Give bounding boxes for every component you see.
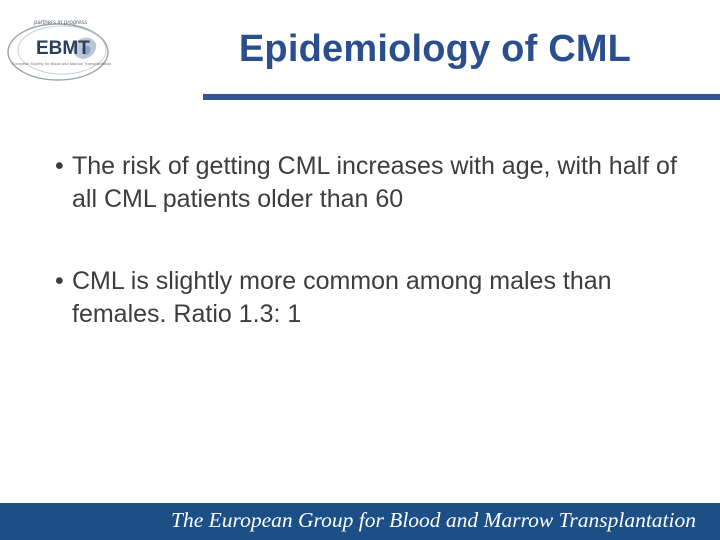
bullet-text: The risk of getting CML increases with a… [72, 152, 677, 213]
logo-name: EBMT [36, 38, 90, 59]
bullet-item: • The risk of getting CML increases with… [55, 150, 705, 216]
bullet-text: CML is slightly more common among males … [72, 267, 612, 328]
logo-tagline: partners in progress [33, 20, 87, 26]
slide-title: Epidemiology of CML [238, 28, 632, 70]
bullet-list: • The risk of getting CML increases with… [55, 150, 705, 331]
footer-text: The European Group for Blood and Marrow … [171, 508, 696, 532]
bullet-marker: • [55, 152, 64, 180]
footer-bar: The European Group for Blood and Marrow … [0, 503, 720, 540]
bullet-item: • CML is slightly more common among male… [55, 265, 705, 331]
ebmt-logo: partners in progress EBMT European Socie… [2, 12, 114, 90]
bullet-marker: • [55, 267, 64, 295]
logo-subtitle: European Society for Blood and Marrow Tr… [12, 61, 111, 66]
title-underline [203, 94, 720, 100]
